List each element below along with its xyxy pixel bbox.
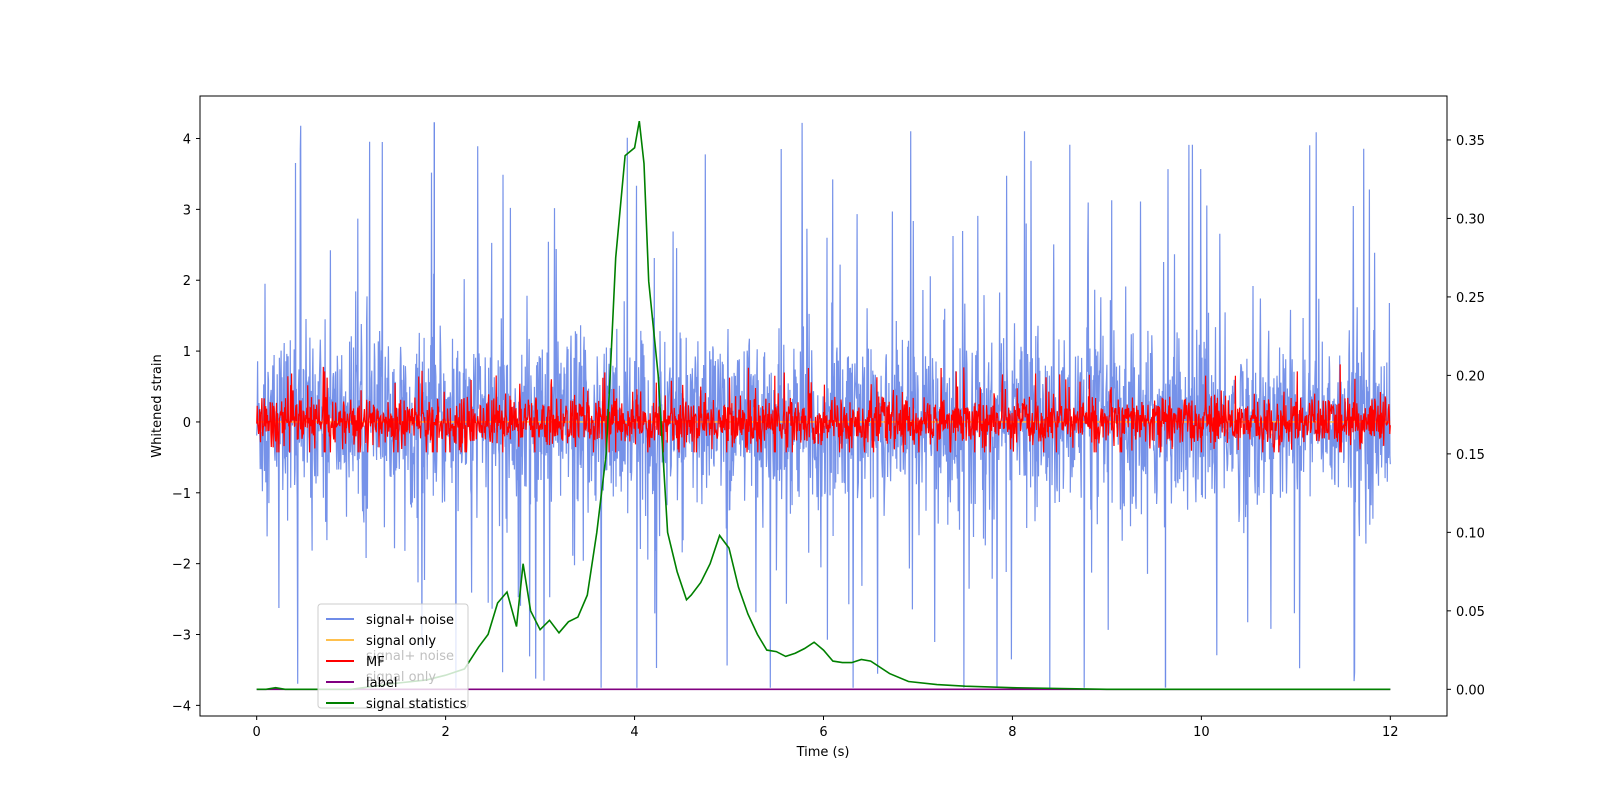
x-tick-label: 4 bbox=[630, 725, 638, 740]
x-tick-label: 0 bbox=[253, 725, 261, 740]
x-tick-label: 12 bbox=[1382, 725, 1399, 740]
x-axis-label: Time (s) bbox=[796, 745, 850, 760]
y-tick-label: −3 bbox=[172, 629, 191, 644]
x-tick-label: 10 bbox=[1193, 725, 1210, 740]
x-tick-label: 6 bbox=[819, 725, 827, 740]
y-axis-right: 0.00 0.05 0.10 0.15 0.20 0.25 0.30 0.35 bbox=[1447, 134, 1485, 698]
y-tick-label: 0 bbox=[183, 416, 191, 431]
x-tick-label: 2 bbox=[441, 725, 449, 740]
y2-tick-label: 0.35 bbox=[1456, 134, 1485, 149]
y-tick-label: 2 bbox=[183, 274, 191, 289]
x-axis: 0 2 4 6 8 10 12 bbox=[253, 716, 1399, 740]
legend-label: signal+ noise bbox=[366, 613, 454, 628]
legend-label: signal statistics bbox=[366, 697, 467, 712]
y2-tick-label: 0.30 bbox=[1456, 212, 1485, 227]
legend-box bbox=[317, 603, 469, 709]
series-line-2 bbox=[256, 364, 1391, 453]
y-tick-label: −2 bbox=[172, 558, 191, 573]
y-tick-label: −1 bbox=[172, 487, 191, 502]
y2-tick-label: 0.15 bbox=[1456, 448, 1485, 463]
series-line-0 bbox=[256, 122, 1391, 688]
legend-label: MF bbox=[366, 655, 385, 670]
y-axis-left: −4 −3 −2 −1 0 1 2 3 4 bbox=[172, 133, 200, 714]
y2-tick-label: 0.25 bbox=[1456, 291, 1485, 306]
legend-label: signal only bbox=[366, 634, 436, 649]
y-tick-label: 4 bbox=[183, 133, 191, 148]
y-tick-label: 1 bbox=[183, 345, 191, 360]
y2-tick-label: 0.20 bbox=[1456, 369, 1485, 384]
y-axis-label: Whitened strain bbox=[150, 354, 165, 457]
x-tick-label: 8 bbox=[1008, 725, 1016, 740]
y2-tick-label: 0.10 bbox=[1456, 526, 1485, 541]
legend-ghost-label: signal only bbox=[366, 670, 436, 685]
legend-ghost-label: signal+ noise bbox=[366, 649, 454, 664]
y-tick-label: −4 bbox=[172, 699, 191, 714]
legend-label: label bbox=[366, 676, 397, 691]
y-tick-label: 3 bbox=[183, 203, 191, 218]
y2-tick-label: 0.00 bbox=[1456, 683, 1485, 698]
series-line-4 bbox=[256, 120, 1391, 691]
y2-tick-label: 0.05 bbox=[1456, 605, 1485, 620]
